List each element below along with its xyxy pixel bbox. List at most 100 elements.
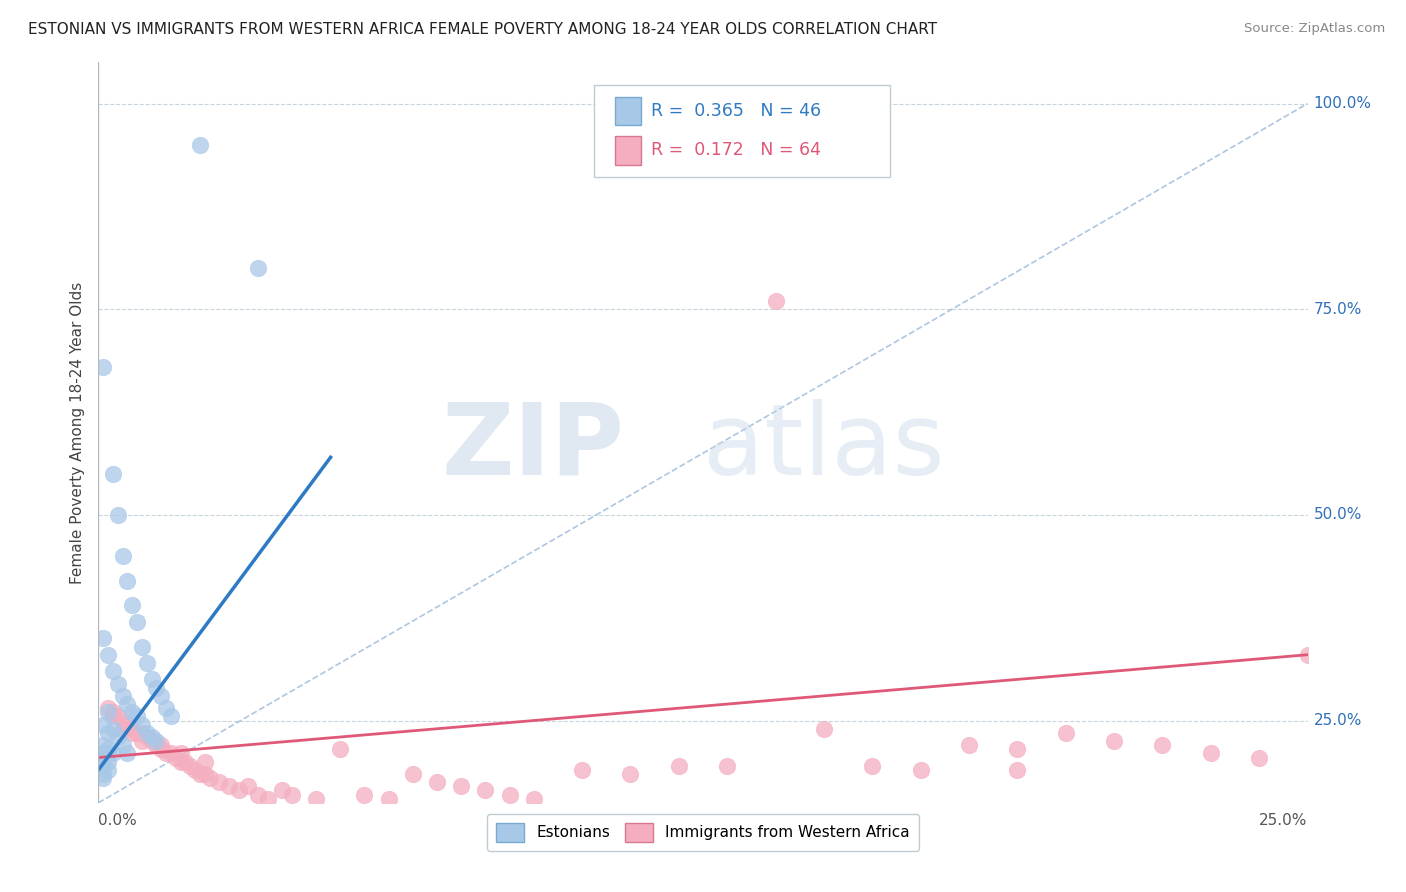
Point bbox=[619, 767, 641, 781]
Point bbox=[101, 747, 124, 761]
Point bbox=[127, 726, 149, 740]
Point bbox=[813, 722, 835, 736]
Point bbox=[97, 755, 120, 769]
Point bbox=[107, 730, 129, 744]
Point bbox=[101, 709, 124, 723]
Point bbox=[165, 750, 187, 764]
Text: atlas: atlas bbox=[703, 399, 945, 496]
Point bbox=[498, 788, 520, 802]
Point bbox=[107, 508, 129, 522]
Point bbox=[111, 549, 134, 563]
Point bbox=[329, 742, 352, 756]
Point bbox=[184, 763, 207, 777]
Point bbox=[121, 599, 143, 613]
Point bbox=[188, 767, 211, 781]
Point bbox=[271, 783, 294, 797]
Point bbox=[150, 742, 173, 756]
Point bbox=[101, 664, 124, 678]
Point bbox=[377, 791, 399, 805]
Point bbox=[97, 763, 120, 777]
Point bbox=[91, 747, 114, 761]
Text: R =  0.365   N = 46: R = 0.365 N = 46 bbox=[651, 102, 821, 120]
Point bbox=[238, 780, 260, 794]
Text: R =  0.172   N = 64: R = 0.172 N = 64 bbox=[651, 141, 821, 159]
Point bbox=[101, 706, 124, 720]
Point bbox=[111, 689, 134, 703]
Point bbox=[247, 261, 270, 276]
Point bbox=[150, 689, 173, 703]
Point bbox=[131, 726, 153, 740]
Point bbox=[91, 750, 114, 764]
Text: ESTONIAN VS IMMIGRANTS FROM WESTERN AFRICA FEMALE POVERTY AMONG 18-24 YEAR OLDS : ESTONIAN VS IMMIGRANTS FROM WESTERN AFRI… bbox=[28, 22, 938, 37]
Point bbox=[1007, 742, 1029, 756]
Point bbox=[188, 137, 211, 152]
Legend: Estonians, Immigrants from Western Africa: Estonians, Immigrants from Western Afric… bbox=[488, 814, 918, 851]
Text: 0.0%: 0.0% bbox=[98, 813, 138, 828]
Point bbox=[135, 730, 157, 744]
Point bbox=[91, 738, 114, 752]
Point bbox=[174, 755, 197, 769]
Point bbox=[198, 771, 221, 785]
Point bbox=[91, 771, 114, 785]
Point bbox=[474, 783, 496, 797]
Point bbox=[91, 359, 114, 374]
Point bbox=[426, 775, 449, 789]
Point bbox=[194, 755, 217, 769]
Point bbox=[228, 783, 250, 797]
Y-axis label: Female Poverty Among 18-24 Year Olds: Female Poverty Among 18-24 Year Olds bbox=[69, 282, 84, 583]
Point bbox=[101, 467, 124, 481]
Point bbox=[107, 676, 129, 690]
Point bbox=[1102, 734, 1125, 748]
Point bbox=[145, 738, 167, 752]
Point bbox=[91, 632, 114, 646]
Point bbox=[91, 767, 114, 781]
Point bbox=[668, 758, 690, 772]
Point bbox=[127, 615, 149, 629]
Point bbox=[194, 767, 217, 781]
Point bbox=[121, 726, 143, 740]
Point bbox=[155, 747, 177, 761]
Point bbox=[97, 726, 120, 740]
Point bbox=[117, 747, 139, 761]
Text: 100.0%: 100.0% bbox=[1313, 96, 1372, 112]
FancyBboxPatch shape bbox=[595, 85, 890, 178]
Point bbox=[97, 706, 120, 720]
Point bbox=[1249, 750, 1271, 764]
Point bbox=[97, 742, 120, 756]
Text: 25.0%: 25.0% bbox=[1313, 713, 1362, 728]
Point bbox=[91, 717, 114, 731]
Point bbox=[117, 574, 139, 588]
Point bbox=[1296, 648, 1319, 662]
Point bbox=[117, 717, 139, 731]
Point bbox=[256, 791, 278, 805]
Point bbox=[131, 717, 153, 731]
Point bbox=[1007, 763, 1029, 777]
Point bbox=[160, 709, 183, 723]
Point bbox=[131, 734, 153, 748]
Bar bbox=[614, 97, 641, 126]
Point bbox=[1152, 738, 1174, 752]
Text: 50.0%: 50.0% bbox=[1313, 508, 1362, 523]
Point bbox=[169, 747, 191, 761]
Point bbox=[127, 709, 149, 723]
Text: ZIP: ZIP bbox=[441, 399, 624, 496]
Point bbox=[97, 648, 120, 662]
Point bbox=[910, 763, 932, 777]
Point bbox=[135, 726, 157, 740]
Point bbox=[218, 780, 240, 794]
Point bbox=[135, 656, 157, 670]
Point bbox=[402, 767, 425, 781]
Point bbox=[247, 788, 270, 802]
Point bbox=[160, 747, 183, 761]
Text: 75.0%: 75.0% bbox=[1313, 301, 1362, 317]
Point bbox=[145, 681, 167, 695]
Point bbox=[131, 640, 153, 654]
Point bbox=[305, 791, 328, 805]
Point bbox=[353, 788, 375, 802]
Point bbox=[716, 758, 738, 772]
Point bbox=[169, 755, 191, 769]
Point bbox=[97, 701, 120, 715]
Point bbox=[957, 738, 980, 752]
Point bbox=[91, 758, 114, 772]
Point bbox=[117, 697, 139, 711]
